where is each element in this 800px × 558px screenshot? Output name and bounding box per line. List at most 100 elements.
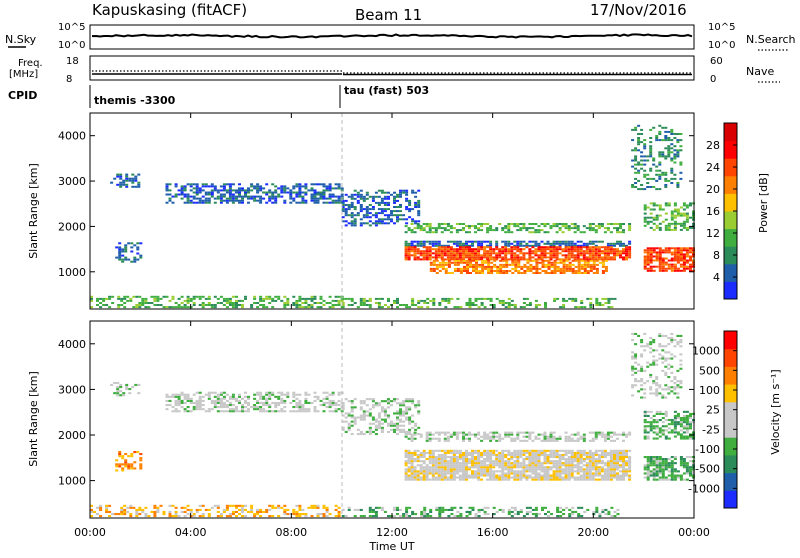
power-cell — [676, 186, 679, 188]
power-cell — [553, 252, 556, 254]
power-cell — [405, 243, 408, 245]
power-cell — [650, 266, 653, 268]
power-cell — [432, 241, 435, 243]
velocity-cell — [625, 450, 628, 452]
velocity-cell — [295, 406, 298, 408]
velocity-cell — [360, 509, 363, 511]
velocity-cell — [363, 417, 366, 419]
power-cell — [625, 256, 628, 258]
power-cell — [115, 257, 118, 259]
power-cell — [345, 212, 348, 214]
power-cell — [196, 194, 199, 196]
power-cell — [653, 249, 656, 251]
power-cell — [554, 270, 557, 272]
power-cell — [643, 145, 646, 147]
power-cell — [586, 256, 589, 258]
power-cell — [664, 147, 667, 149]
power-cell — [598, 223, 601, 225]
velocity-cell — [241, 507, 244, 509]
velocity-cell — [181, 392, 184, 394]
velocity-cell — [622, 466, 625, 468]
velocity-cell — [166, 408, 169, 410]
velocity-cell — [644, 436, 647, 438]
velocity-cell — [139, 465, 142, 467]
power-cell — [113, 178, 116, 180]
power-cell — [484, 266, 487, 268]
power-cell — [442, 268, 445, 270]
power-cell — [123, 298, 126, 300]
velocity-cell — [280, 398, 283, 400]
velocity-cell — [586, 458, 589, 460]
power-cell — [486, 254, 489, 256]
velocity-cell — [574, 452, 577, 454]
velocity-cell — [453, 452, 456, 454]
power-colorbar-swatch — [724, 123, 737, 141]
power-cell — [589, 256, 592, 258]
power-cell — [381, 208, 384, 210]
power-cell — [304, 298, 307, 300]
velocity-cell — [662, 470, 665, 472]
power-cell — [232, 189, 235, 191]
velocity-cell — [650, 427, 653, 429]
velocity-cell — [408, 400, 411, 402]
velocity-cell — [598, 466, 601, 468]
power-cell — [595, 241, 598, 243]
power-cell — [507, 227, 510, 229]
velocity-cell — [647, 472, 650, 474]
velocity-cell — [408, 421, 411, 423]
power-cell — [526, 298, 529, 300]
velocity-cell — [232, 394, 235, 396]
velocity-cell — [568, 468, 571, 470]
power-cell — [472, 302, 475, 304]
velocity-cell — [411, 415, 414, 417]
power-cell — [372, 214, 375, 216]
power-cell — [405, 192, 408, 194]
velocity-cell — [405, 513, 408, 515]
power-cell — [320, 296, 323, 298]
power-cell — [553, 254, 556, 256]
velocity-cell — [510, 458, 513, 460]
velocity-cell — [601, 462, 604, 464]
velocity-cell — [534, 456, 537, 458]
cpid-segment-1: themis -3300 — [94, 94, 176, 107]
power-cell — [121, 255, 124, 257]
velocity-cell — [378, 412, 381, 414]
power-cell — [671, 260, 674, 262]
velocity-cell — [628, 470, 631, 472]
velocity-cell — [277, 396, 280, 398]
velocity-cell — [495, 470, 498, 472]
power-cell — [166, 189, 169, 191]
power-cell — [338, 187, 341, 189]
power-cell — [459, 256, 462, 258]
power-cell — [468, 227, 471, 229]
velocity-cell — [483, 466, 486, 468]
velocity-cell — [568, 477, 571, 479]
power-cell — [484, 268, 487, 270]
velocity-cell — [501, 472, 504, 474]
velocity-cell — [444, 440, 447, 442]
power-cell — [133, 261, 136, 263]
velocity-cell — [423, 462, 426, 464]
velocity-cell — [510, 456, 513, 458]
velocity-cell — [583, 436, 586, 438]
power-cell — [441, 246, 444, 248]
velocity-cell — [323, 513, 326, 515]
velocity-cell — [153, 513, 156, 515]
power-cell — [447, 229, 450, 231]
velocity-cell — [647, 431, 650, 433]
power-cell — [199, 198, 202, 200]
velocity-cell — [217, 394, 220, 396]
velocity-cell — [628, 434, 631, 436]
velocity-cell — [390, 423, 393, 425]
power-cell — [668, 202, 671, 204]
velocity-cell — [544, 454, 547, 456]
velocity-cell — [495, 456, 498, 458]
velocity-cell — [516, 454, 519, 456]
power-cell — [670, 143, 673, 145]
power-cell — [295, 192, 298, 194]
power-cell — [226, 192, 229, 194]
power-cell — [668, 247, 671, 249]
velocity-cell — [393, 425, 396, 427]
velocity-cell — [677, 477, 680, 479]
